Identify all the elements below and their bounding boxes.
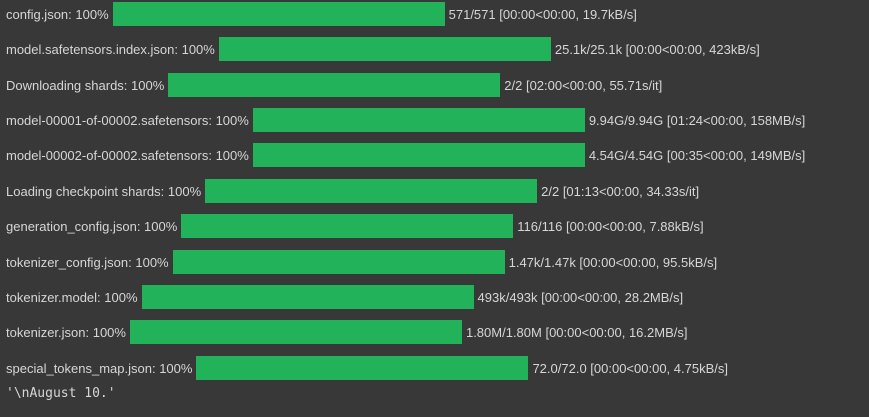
progress-bar — [181, 214, 514, 238]
progress-fill — [205, 179, 538, 203]
progress-stats: 1.80M/1.80M [00:00<00:00, 16.2MB/s] — [465, 324, 688, 340]
progress-fill — [218, 37, 551, 61]
progress-bar — [205, 179, 538, 203]
progress-row-tokenizer-model: tokenizer.model: 100% 493k/493k [00:00<0… — [6, 285, 683, 309]
progress-label: Downloading shards: 100% — [6, 77, 165, 93]
progress-fill — [129, 320, 462, 344]
progress-label: model-00001-of-00002.safetensors: 100% — [6, 112, 249, 128]
progress-bar — [218, 37, 551, 61]
progress-label: special_tokens_map.json: 100% — [6, 360, 193, 376]
progress-fill — [172, 250, 505, 274]
progress-row-downloading-shards: Downloading shards: 100% 2/2 [02:00<00:0… — [6, 73, 662, 97]
progress-label: model.safetensors.index.json: 100% — [6, 41, 215, 57]
progress-fill — [168, 73, 501, 97]
progress-bar — [252, 108, 585, 132]
progress-row-generation-config: generation_config.json: 100% 116/116 [00… — [6, 214, 704, 238]
progress-fill — [252, 143, 585, 167]
progress-row-tokenizer-json: tokenizer.json: 100% 1.80M/1.80M [00:00<… — [6, 320, 687, 344]
progress-stats: 1.47k/1.47k [00:00<00:00, 95.5kB/s] — [508, 254, 718, 270]
progress-fill — [181, 214, 514, 238]
progress-label: Loading checkpoint shards: 100% — [6, 183, 202, 199]
progress-label: tokenizer.json: 100% — [6, 324, 126, 340]
progress-bar — [172, 250, 505, 274]
progress-row-model-shard-2: model-00002-of-00002.safetensors: 100% 4… — [6, 143, 805, 167]
progress-bar — [129, 320, 462, 344]
progress-fill — [196, 356, 529, 380]
progress-label: generation_config.json: 100% — [6, 218, 178, 234]
progress-stats: 571/571 [00:00<00:00, 19.7kB/s] — [448, 6, 637, 22]
progress-stats: 25.1k/25.1k [00:00<00:00, 423kB/s] — [554, 41, 760, 57]
progress-row-loading-checkpoint-shards: Loading checkpoint shards: 100% 2/2 [01:… — [6, 179, 699, 203]
progress-label: config.json: 100% — [6, 6, 109, 22]
progress-row-tokenizer-config: tokenizer_config.json: 100% 1.47k/1.47k … — [6, 250, 717, 274]
cell-result-text: '\nAugust 10.' — [6, 386, 116, 401]
progress-stats: 493k/493k [00:00<00:00, 28.2MB/s] — [477, 289, 684, 305]
progress-bar — [112, 2, 445, 26]
progress-stats: 72.0/72.0 [00:00<00:00, 4.75kB/s] — [532, 360, 728, 376]
progress-row-config-json: config.json: 100% 571/571 [00:00<00:00, … — [6, 2, 637, 26]
progress-fill — [112, 2, 445, 26]
progress-label: tokenizer.model: 100% — [6, 289, 138, 305]
progress-stats: 4.54G/4.54G [00:35<00:00, 149MB/s] — [588, 147, 806, 163]
progress-row-special-tokens-map: special_tokens_map.json: 100% 72.0/72.0 … — [6, 356, 728, 380]
progress-bar — [168, 73, 501, 97]
progress-bar — [196, 356, 529, 380]
progress-stats: 116/116 [00:00<00:00, 7.88kB/s] — [517, 218, 704, 234]
progress-fill — [252, 108, 585, 132]
progress-stats: 2/2 [02:00<00:00, 55.71s/it] — [504, 77, 663, 93]
progress-fill — [141, 285, 474, 309]
progress-row-model-safetensors-index: model.safetensors.index.json: 100% 25.1k… — [6, 37, 760, 61]
progress-stats: 2/2 [01:13<00:00, 34.33s/it] — [541, 183, 700, 199]
progress-label: model-00002-of-00002.safetensors: 100% — [6, 147, 249, 163]
progress-stats: 9.94G/9.94G [01:24<00:00, 158MB/s] — [588, 112, 806, 128]
progress-bar — [252, 143, 585, 167]
progress-row-model-shard-1: model-00001-of-00002.safetensors: 100% 9… — [6, 108, 805, 132]
progress-bar — [141, 285, 474, 309]
progress-label: tokenizer_config.json: 100% — [6, 254, 169, 270]
